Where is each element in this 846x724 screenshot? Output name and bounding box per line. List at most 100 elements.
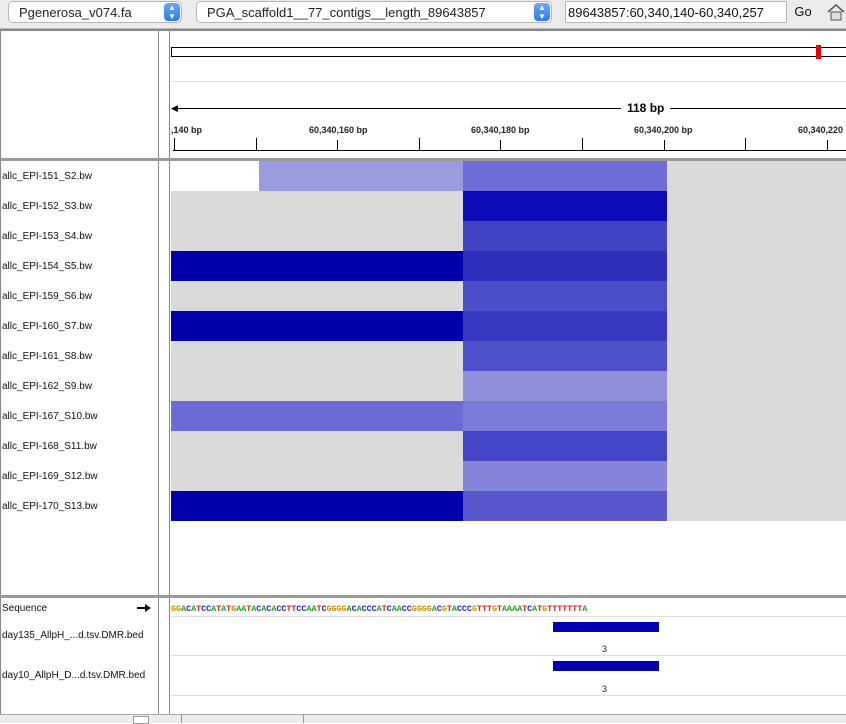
methylation-cell[interactable] <box>171 251 259 281</box>
data-names-panel <box>0 161 159 595</box>
sequence-track-name[interactable]: Sequence <box>2 603 48 614</box>
tick-label: 60,340,200 bp <box>634 125 693 135</box>
base: G <box>542 604 548 614</box>
methylation-cell[interactable] <box>171 371 259 401</box>
methylation-cell[interactable] <box>463 371 667 401</box>
methylation-cell[interactable] <box>667 281 846 311</box>
methylation-cell[interactable] <box>667 431 846 461</box>
base: T <box>246 604 252 614</box>
track-name[interactable]: allc_EPI-161_S8.bw <box>2 351 93 362</box>
methylation-cell[interactable] <box>259 221 463 251</box>
track-name[interactable]: allc_EPI-152_S3.bw <box>2 201 93 212</box>
chromosome-select[interactable]: PGA_scaffold1__77_contigs__length_896438… <box>196 1 552 23</box>
track-name[interactable]: allc_EPI-162_S9.bw <box>2 381 93 392</box>
methylation-cell[interactable] <box>171 401 259 431</box>
methylation-cell[interactable] <box>171 431 259 461</box>
base: C <box>361 604 367 614</box>
methylation-cell[interactable] <box>171 311 259 341</box>
track-name[interactable]: allc_EPI-154_S5.bw <box>2 261 93 272</box>
methylation-cell[interactable] <box>259 401 463 431</box>
methylation-cell[interactable] <box>171 221 259 251</box>
track-name[interactable]: allc_EPI-159_S6.bw <box>2 291 93 302</box>
methylation-cell[interactable] <box>259 311 463 341</box>
base: A <box>512 604 518 614</box>
methylation-cell[interactable] <box>171 491 259 521</box>
track-name[interactable]: allc_EPI-170_S13.bw <box>2 501 98 512</box>
methylation-cell[interactable] <box>259 371 463 401</box>
base: A <box>376 604 382 614</box>
methylation-cell[interactable] <box>259 191 463 221</box>
methylation-cell[interactable] <box>463 341 667 371</box>
home-icon[interactable] <box>826 2 846 22</box>
tick-mark <box>745 138 746 150</box>
methylation-cell[interactable] <box>667 251 846 281</box>
ruler-panel[interactable]: ◀ 118 bp ,140 bp 60,340,160 bp 60,340,18… <box>171 31 846 158</box>
methylation-cell[interactable] <box>463 221 667 251</box>
methylation-cell[interactable] <box>259 341 463 371</box>
feature-track-name[interactable]: day10_AllpH_D...d.tsv.DMR.bed <box>2 670 146 681</box>
methylation-cell[interactable] <box>667 461 846 491</box>
chromosome-ideogram[interactable] <box>171 47 846 57</box>
chromosome-value: PGA_scaffold1__77_contigs__length_896438… <box>207 5 486 20</box>
track-name[interactable]: allc_EPI-168_S11.bw <box>2 441 97 452</box>
base: C <box>436 604 442 614</box>
base: T <box>557 604 563 614</box>
track-name[interactable]: allc_EPI-167_S10.bw <box>2 411 98 422</box>
track-name[interactable]: allc_EPI-160_S7.bw <box>2 321 93 332</box>
genome-select[interactable]: Pgenerosa_v074.fa ▲ ▼ <box>8 1 182 23</box>
methylation-cell[interactable] <box>463 161 667 191</box>
track-name[interactable]: allc_EPI-153_S4.bw <box>2 231 93 242</box>
methylation-cell[interactable] <box>259 431 463 461</box>
track-name[interactable]: allc_EPI-151_S2.bw <box>2 171 93 182</box>
methylation-cell[interactable] <box>667 221 846 251</box>
base: T <box>497 604 503 614</box>
methylation-cell[interactable] <box>171 461 259 491</box>
base: A <box>191 604 197 614</box>
track-name[interactable]: allc_EPI-169_S12.bw <box>2 471 98 482</box>
methylation-cell[interactable] <box>667 371 846 401</box>
methylation-cell[interactable] <box>171 341 259 371</box>
methylation-cell[interactable] <box>463 281 667 311</box>
methylation-cell[interactable] <box>667 401 846 431</box>
methylation-cell[interactable] <box>259 461 463 491</box>
go-button[interactable]: Go <box>794 4 812 19</box>
methylation-cell[interactable] <box>259 161 463 191</box>
methylation-cell[interactable] <box>463 401 667 431</box>
locus-input[interactable]: 89643857:60,340,140-60,340,257 <box>565 1 787 23</box>
methylation-cell[interactable] <box>463 431 667 461</box>
dmr-feature[interactable] <box>553 661 659 671</box>
methylation-cell[interactable] <box>463 251 667 281</box>
methylation-cell[interactable] <box>667 341 846 371</box>
methylation-cell[interactable] <box>463 191 667 221</box>
span-line <box>175 108 846 109</box>
data-panel[interactable] <box>171 161 846 595</box>
base: T <box>226 604 232 614</box>
strand-arrow-icon[interactable] <box>136 603 152 613</box>
methylation-cell[interactable] <box>667 161 846 191</box>
base: T <box>577 604 583 614</box>
methylation-cell[interactable] <box>259 251 463 281</box>
methylation-cell[interactable] <box>171 161 259 191</box>
status-widget[interactable] <box>133 716 149 724</box>
tick-label: 60,340,180 bp <box>471 125 530 135</box>
methylation-cell[interactable] <box>259 281 463 311</box>
methylation-cell[interactable] <box>259 491 463 521</box>
base: T <box>286 604 292 614</box>
methylation-cell[interactable] <box>463 311 667 341</box>
methylation-cell[interactable] <box>463 461 667 491</box>
methylation-cell[interactable] <box>463 491 667 521</box>
methylation-cell[interactable] <box>171 281 259 311</box>
base: C <box>456 604 462 614</box>
methylation-cell[interactable] <box>171 191 259 221</box>
base: G <box>171 604 177 614</box>
status-separator <box>303 715 304 723</box>
feature-track-name[interactable]: day135_AllpH_...d.tsv.DMR.bed <box>2 630 144 641</box>
base: C <box>371 604 377 614</box>
base: T <box>537 604 543 614</box>
header-divider[interactable] <box>0 158 846 161</box>
methylation-cell[interactable] <box>667 491 846 521</box>
dmr-feature[interactable] <box>553 622 659 632</box>
methylation-cell[interactable] <box>667 311 846 341</box>
panel-divider[interactable] <box>0 595 846 598</box>
methylation-cell[interactable] <box>667 191 846 221</box>
